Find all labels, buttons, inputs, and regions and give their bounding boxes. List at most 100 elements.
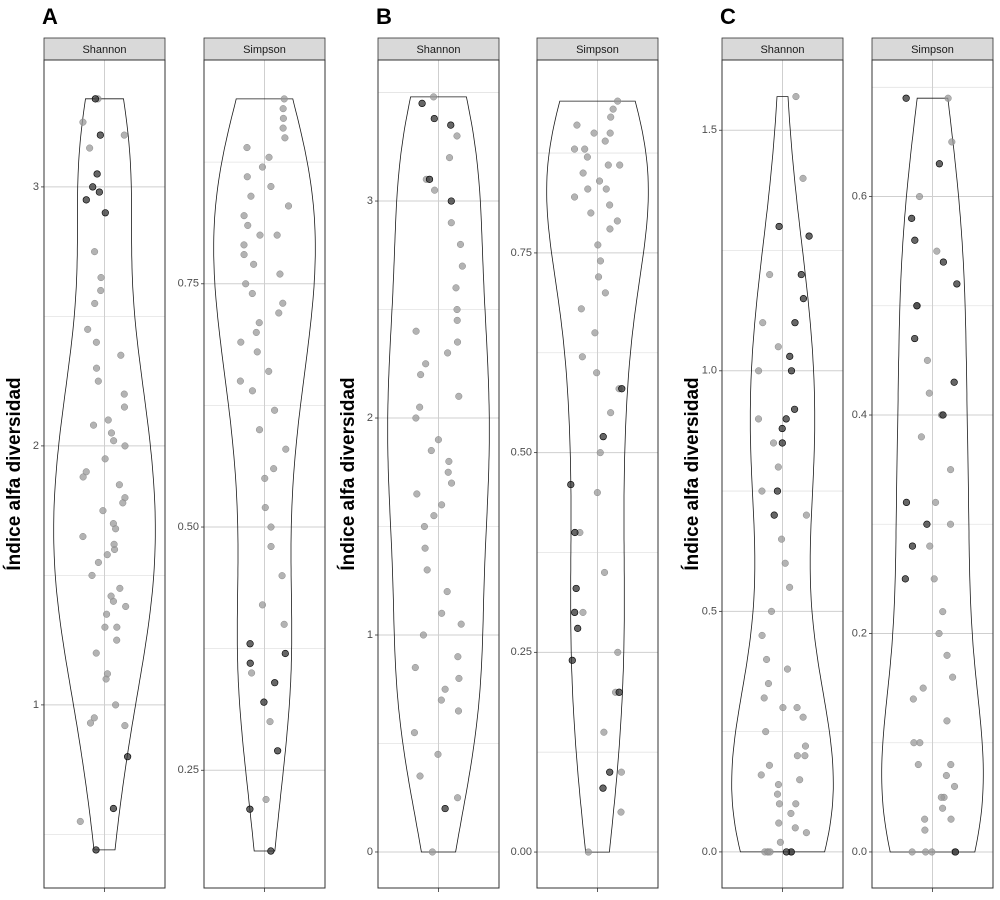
y-tick-label: 3: [33, 181, 39, 193]
point: [434, 436, 442, 444]
outlier-point: [908, 214, 916, 222]
outlier-point: [939, 258, 947, 266]
point: [255, 426, 264, 434]
point: [454, 707, 463, 715]
point: [237, 338, 245, 346]
point: [240, 212, 248, 220]
strip-label: Shannon: [416, 44, 460, 56]
point: [97, 274, 105, 282]
point: [579, 169, 587, 177]
point: [99, 507, 107, 515]
point: [774, 343, 782, 351]
y-tick-label: 0: [367, 846, 373, 858]
y-tick-label: 0.5: [702, 605, 717, 617]
point: [921, 815, 929, 823]
point: [117, 351, 125, 359]
outlier-point: [124, 753, 132, 761]
point: [571, 193, 579, 201]
panel-border: [203, 59, 326, 889]
point: [758, 631, 766, 639]
outlier-point: [430, 114, 438, 123]
point: [447, 479, 456, 487]
violin: [213, 98, 316, 852]
point: [421, 544, 429, 552]
point: [265, 367, 273, 375]
outlier-point: [425, 175, 434, 183]
point: [781, 559, 789, 567]
outlier-point: [778, 439, 786, 447]
point: [617, 808, 625, 816]
point: [801, 742, 810, 750]
point: [579, 608, 587, 616]
point: [82, 468, 90, 476]
y-tick-label: 0.2: [852, 627, 867, 639]
y-axis-title: Índice alfa diversidad: [3, 377, 25, 570]
point: [455, 392, 463, 400]
outlier-point: [109, 804, 118, 813]
point: [453, 132, 461, 140]
point: [587, 209, 595, 217]
point: [412, 414, 420, 422]
point: [89, 421, 98, 429]
y-tick-label: 2: [367, 412, 373, 424]
point: [430, 512, 438, 520]
point: [279, 124, 287, 132]
outlier-point: [791, 319, 799, 327]
point: [778, 535, 786, 543]
y-tick-label: 3: [367, 195, 373, 207]
y-tick-label: 0.75: [511, 247, 532, 259]
outlier-point: [599, 433, 607, 441]
point: [119, 499, 127, 507]
point: [779, 704, 787, 712]
point: [121, 722, 129, 730]
point: [112, 525, 120, 533]
point: [92, 338, 100, 346]
violin: [53, 98, 156, 851]
violin: [546, 100, 649, 853]
point: [115, 481, 123, 489]
outlier-point: [799, 295, 808, 303]
point: [908, 848, 916, 856]
point: [591, 329, 599, 337]
point: [248, 669, 256, 677]
point: [947, 815, 955, 823]
point: [107, 592, 115, 600]
y-axis-title: Índice alfa diversidad: [337, 377, 359, 570]
outlier-point: [418, 99, 426, 107]
point: [573, 121, 581, 129]
point: [422, 360, 430, 368]
outlier-point: [787, 367, 796, 375]
outlier-point: [267, 847, 275, 855]
point: [775, 819, 783, 827]
point: [261, 504, 269, 512]
point: [410, 729, 418, 737]
outlier-point: [92, 846, 100, 854]
point: [607, 113, 615, 121]
outlier-point: [773, 487, 782, 495]
point: [253, 348, 261, 356]
point: [766, 271, 774, 279]
point: [925, 389, 933, 397]
outlier-point: [246, 659, 254, 667]
point: [444, 468, 452, 476]
point: [769, 439, 778, 447]
y-tick-label: 1: [33, 699, 39, 711]
outlier-point: [82, 196, 90, 204]
point: [103, 610, 111, 618]
y-tick-label: 0.6: [852, 190, 867, 202]
point: [457, 620, 465, 628]
point: [427, 447, 435, 455]
outlier-point: [913, 302, 921, 310]
point: [946, 520, 955, 528]
point: [759, 319, 767, 327]
violin: [387, 96, 490, 853]
point: [261, 474, 269, 482]
point: [590, 129, 598, 137]
y-tick-label: 0.0: [852, 846, 867, 858]
point: [255, 319, 263, 327]
outlier-point: [770, 511, 778, 519]
point: [79, 532, 87, 541]
point: [932, 498, 940, 506]
point: [949, 673, 957, 681]
point: [284, 202, 293, 210]
